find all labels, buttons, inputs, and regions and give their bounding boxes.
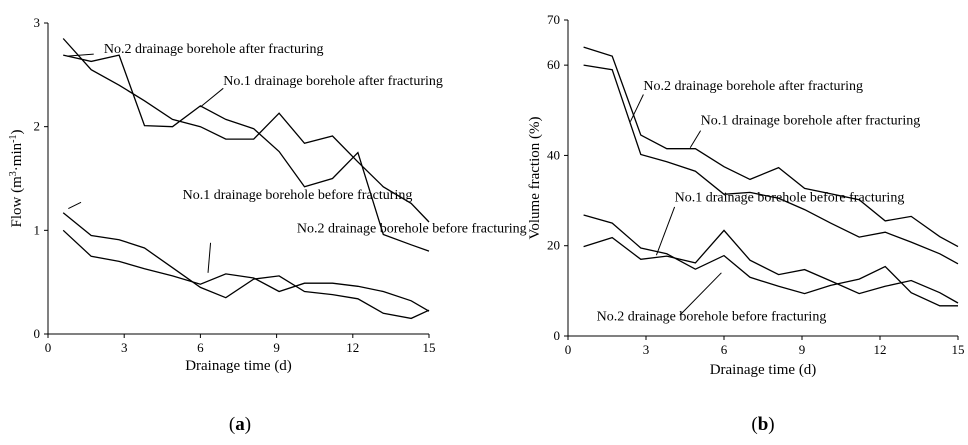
y-tick-label: 40 [547,147,560,162]
annotation-leader [689,130,702,149]
x-tick-label: 0 [45,340,52,355]
x-tick-label: 3 [121,340,128,355]
y-axis-label: Flow (m3·min-1) [8,130,26,228]
x-tick-label: 0 [565,342,572,357]
panel-label: (b) [751,414,774,435]
x-axis-label: Drainage time (d) [710,362,817,378]
y-tick-label: 20 [547,238,560,253]
panel-label: (a) [229,414,251,435]
x-tick-label: 15 [423,340,436,355]
y-axis-label-mid: ·min [9,142,25,171]
panel-label-open: ( [229,414,235,435]
x-tick-label: 6 [721,342,728,357]
x-tick-label: 6 [197,340,204,355]
panel-label-open: ( [751,414,757,435]
panel-label-close: ) [768,414,774,435]
y-axis-label-sup1: 3 [8,171,19,176]
y-axis-label-suffix: ) [9,130,25,135]
x-tick-label: 12 [346,340,359,355]
x-tick-label: 12 [874,342,887,357]
y-tick-label: 0 [34,326,41,341]
series-annotation: No.2 drainage borehole after fracturing [104,42,324,57]
series-annotation: No.2 drainage borehole before fracturing [297,221,527,236]
x-tick-label: 9 [799,342,806,357]
x-tick-label: 15 [952,342,965,357]
series-line-1 [62,38,430,223]
series-annotation: No.1 drainage borehole after fracturing [223,74,443,89]
x-tick-label: 3 [643,342,650,357]
y-tick-label: 60 [547,57,560,72]
annotation-leader [655,206,676,256]
series-line-4 [583,229,959,304]
annotation-leader [629,94,644,122]
annotation-leader [67,53,94,57]
panel-label-letter: b [758,414,769,435]
y-tick-label: 3 [34,15,41,30]
series-annotation: No.1 drainage borehole before fracturing [183,188,413,203]
annotation-leader [200,87,224,108]
series-annotation: No.2 drainage borehole before fracturing [597,310,827,325]
y-tick-label: 70 [547,12,560,27]
y-axis-label-sup2: -1 [8,135,19,143]
series-line-1 [583,46,959,248]
y-axis-label-prefix: Flow (m [9,176,25,228]
series-annotation: No.2 drainage borehole after fracturing [643,79,863,94]
series-line-3 [583,214,958,307]
x-axis-label: Drainage time (d) [185,358,292,374]
y-tick-label: 0 [554,328,561,343]
series-line-4 [62,229,430,312]
series-line-2 [63,54,430,252]
annotation-leader [679,272,722,316]
x-tick-label: 9 [273,340,280,355]
series-annotation: No.1 drainage borehole after fracturing [701,114,921,129]
y-tick-label: 2 [34,119,41,134]
series-line-3 [62,212,430,320]
panel-label-close: ) [245,414,251,435]
series-annotation: No.1 drainage borehole before fracturing [675,190,905,205]
annotation-leader [207,242,212,273]
series-line-2 [583,64,959,265]
y-axis-label-prefix: Volume fraction (%) [527,116,543,239]
panel-label-letter: a [235,414,245,435]
y-axis-label: Volume fraction (%) [527,116,543,239]
chart-b: 0 3 6 9 12 15 0 20 40 60 70 No.2 drainage borehole … [527,12,965,435]
y-tick-label: 1 [34,222,41,237]
annotation-leader [68,201,82,210]
